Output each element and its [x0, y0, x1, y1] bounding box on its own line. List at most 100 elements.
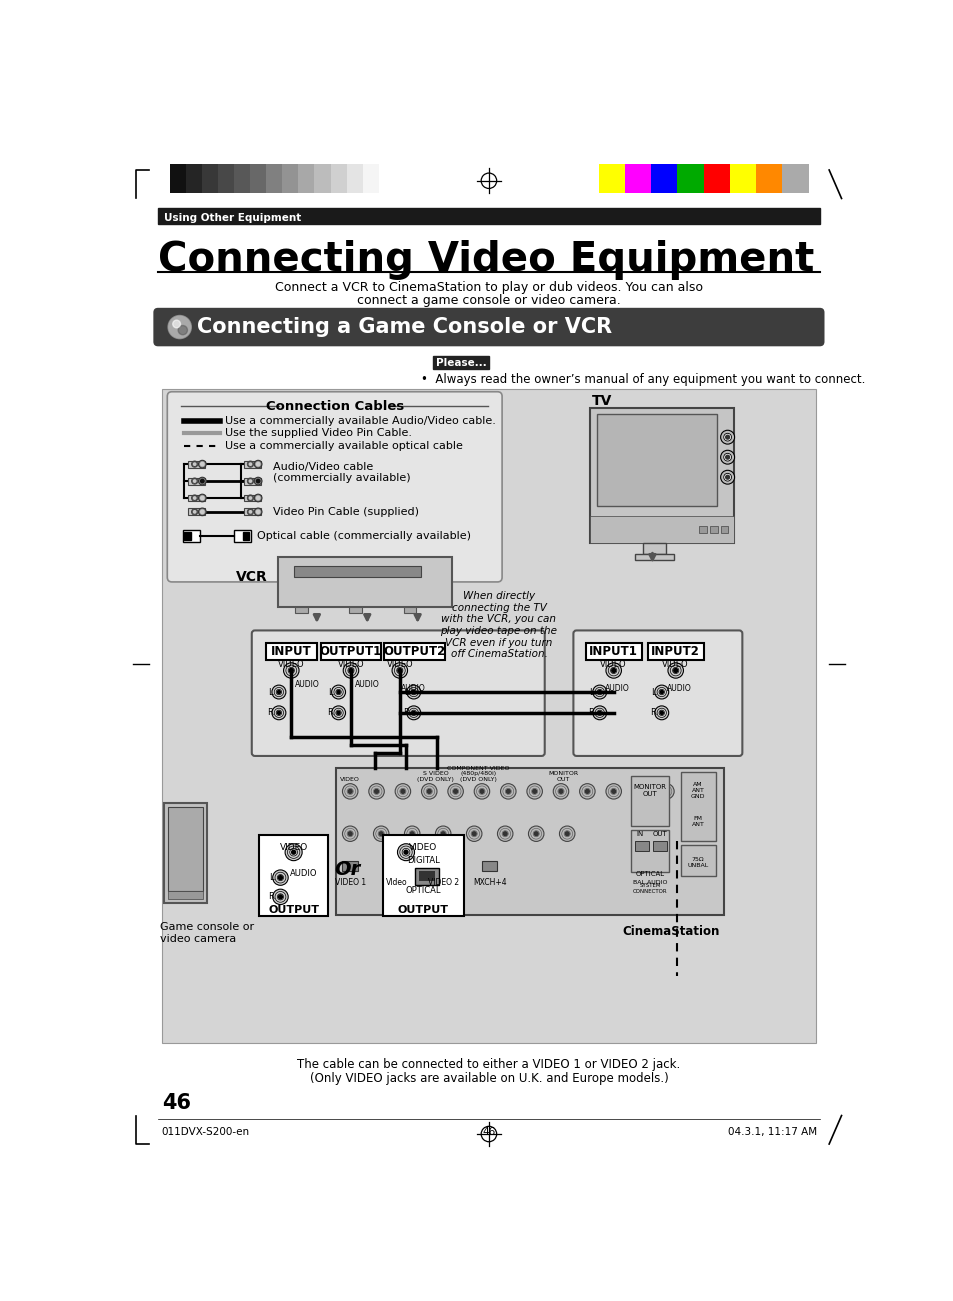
Bar: [244, 494, 261, 501]
Text: S VIDEO
(DVD ONLY): S VIDEO (DVD ONLY): [416, 771, 454, 782]
Circle shape: [472, 831, 476, 835]
Text: R: R: [267, 708, 273, 717]
Circle shape: [667, 662, 682, 678]
Bar: [162, 389, 815, 1043]
Bar: [384, 643, 444, 660]
Circle shape: [723, 453, 731, 461]
Text: VIDEO: VIDEO: [386, 660, 413, 669]
Bar: [233, 164, 251, 193]
Bar: [320, 643, 381, 660]
Circle shape: [565, 831, 569, 835]
Circle shape: [278, 876, 282, 879]
Circle shape: [273, 889, 288, 904]
Bar: [266, 164, 282, 193]
Text: (Only VIDEO jacks are available on U.K. and Europe models.): (Only VIDEO jacks are available on U.K. …: [309, 1072, 668, 1085]
Text: OUT: OUT: [652, 831, 667, 837]
Circle shape: [611, 669, 615, 673]
Bar: [184, 532, 191, 540]
Bar: [217, 164, 234, 193]
Text: BAL AUDIO: BAL AUDIO: [632, 879, 667, 885]
Circle shape: [684, 783, 700, 799]
Circle shape: [503, 831, 507, 835]
Circle shape: [447, 783, 463, 799]
Bar: [158, 208, 819, 224]
Circle shape: [278, 895, 282, 899]
Circle shape: [725, 475, 729, 479]
Circle shape: [392, 662, 407, 678]
Circle shape: [198, 477, 206, 485]
Bar: [294, 566, 421, 578]
Bar: [382, 835, 464, 916]
Text: VIDEO: VIDEO: [337, 660, 364, 669]
Circle shape: [690, 790, 694, 794]
Text: R: R: [268, 892, 274, 902]
FancyBboxPatch shape: [252, 631, 544, 756]
Text: AUDIO: AUDIO: [666, 683, 691, 692]
Circle shape: [178, 325, 187, 334]
Circle shape: [553, 783, 568, 799]
Bar: [418, 872, 435, 881]
Bar: [244, 477, 261, 484]
Circle shape: [427, 790, 431, 794]
Bar: [653, 842, 666, 851]
Text: MONITOR
OUT: MONITOR OUT: [548, 771, 578, 782]
Bar: [403, 606, 416, 613]
Text: Video Pin Cable (supplied): Video Pin Cable (supplied): [273, 507, 418, 516]
Circle shape: [497, 826, 513, 842]
Circle shape: [397, 844, 415, 861]
Circle shape: [406, 686, 420, 699]
Bar: [342, 861, 357, 872]
Bar: [590, 409, 733, 543]
Bar: [186, 164, 202, 193]
Bar: [233, 530, 251, 543]
Text: 46: 46: [162, 1093, 191, 1114]
Circle shape: [454, 790, 457, 794]
Circle shape: [348, 790, 352, 794]
Circle shape: [336, 691, 340, 693]
Text: AUDIO: AUDIO: [355, 680, 379, 688]
Text: INPUT2: INPUT2: [651, 645, 700, 658]
Circle shape: [723, 433, 731, 441]
Bar: [415, 868, 438, 885]
Text: MONITOR
OUT: MONITOR OUT: [633, 783, 666, 796]
Bar: [170, 164, 186, 193]
Circle shape: [369, 783, 384, 799]
Text: 04.3.1, 11:17 AM: 04.3.1, 11:17 AM: [727, 1128, 816, 1137]
Circle shape: [277, 712, 280, 714]
Circle shape: [256, 462, 259, 466]
Circle shape: [375, 790, 378, 794]
Circle shape: [412, 691, 415, 693]
Text: R: R: [402, 708, 409, 717]
Bar: [188, 494, 205, 501]
Text: VIDEO 2: VIDEO 2: [427, 878, 458, 887]
Text: Connect a VCR to CinemaStation to play or dub videos. You can also: Connect a VCR to CinemaStation to play o…: [274, 281, 702, 294]
Circle shape: [332, 686, 345, 699]
Bar: [278, 557, 452, 606]
Bar: [709, 526, 717, 533]
Circle shape: [400, 790, 404, 794]
Text: R: R: [650, 708, 656, 717]
Text: INPUT: INPUT: [271, 645, 312, 658]
Circle shape: [200, 510, 204, 514]
Bar: [349, 606, 361, 613]
Bar: [346, 164, 363, 193]
Text: When directly
connecting the TV
with the VCR, you can
play video tape on the
VCR: When directly connecting the TV with the…: [440, 591, 557, 660]
Circle shape: [592, 706, 606, 719]
Bar: [647, 643, 703, 660]
Text: SYSTEM
CONNECTOR: SYSTEM CONNECTOR: [632, 883, 667, 894]
Text: AUDIO: AUDIO: [401, 683, 426, 692]
Text: VIDEO: VIDEO: [661, 660, 688, 669]
Text: VIDEO: VIDEO: [409, 843, 436, 852]
Circle shape: [659, 712, 662, 714]
Bar: [183, 530, 199, 543]
Text: •  Always read the owner’s manual of any equipment you want to connect.: • Always read the owner’s manual of any …: [421, 373, 865, 386]
Bar: [680, 771, 716, 842]
Circle shape: [534, 831, 537, 835]
Circle shape: [256, 496, 259, 500]
Circle shape: [406, 706, 420, 719]
Circle shape: [412, 712, 415, 714]
Circle shape: [658, 783, 674, 799]
Bar: [258, 835, 328, 916]
Circle shape: [632, 783, 647, 799]
Bar: [331, 164, 347, 193]
